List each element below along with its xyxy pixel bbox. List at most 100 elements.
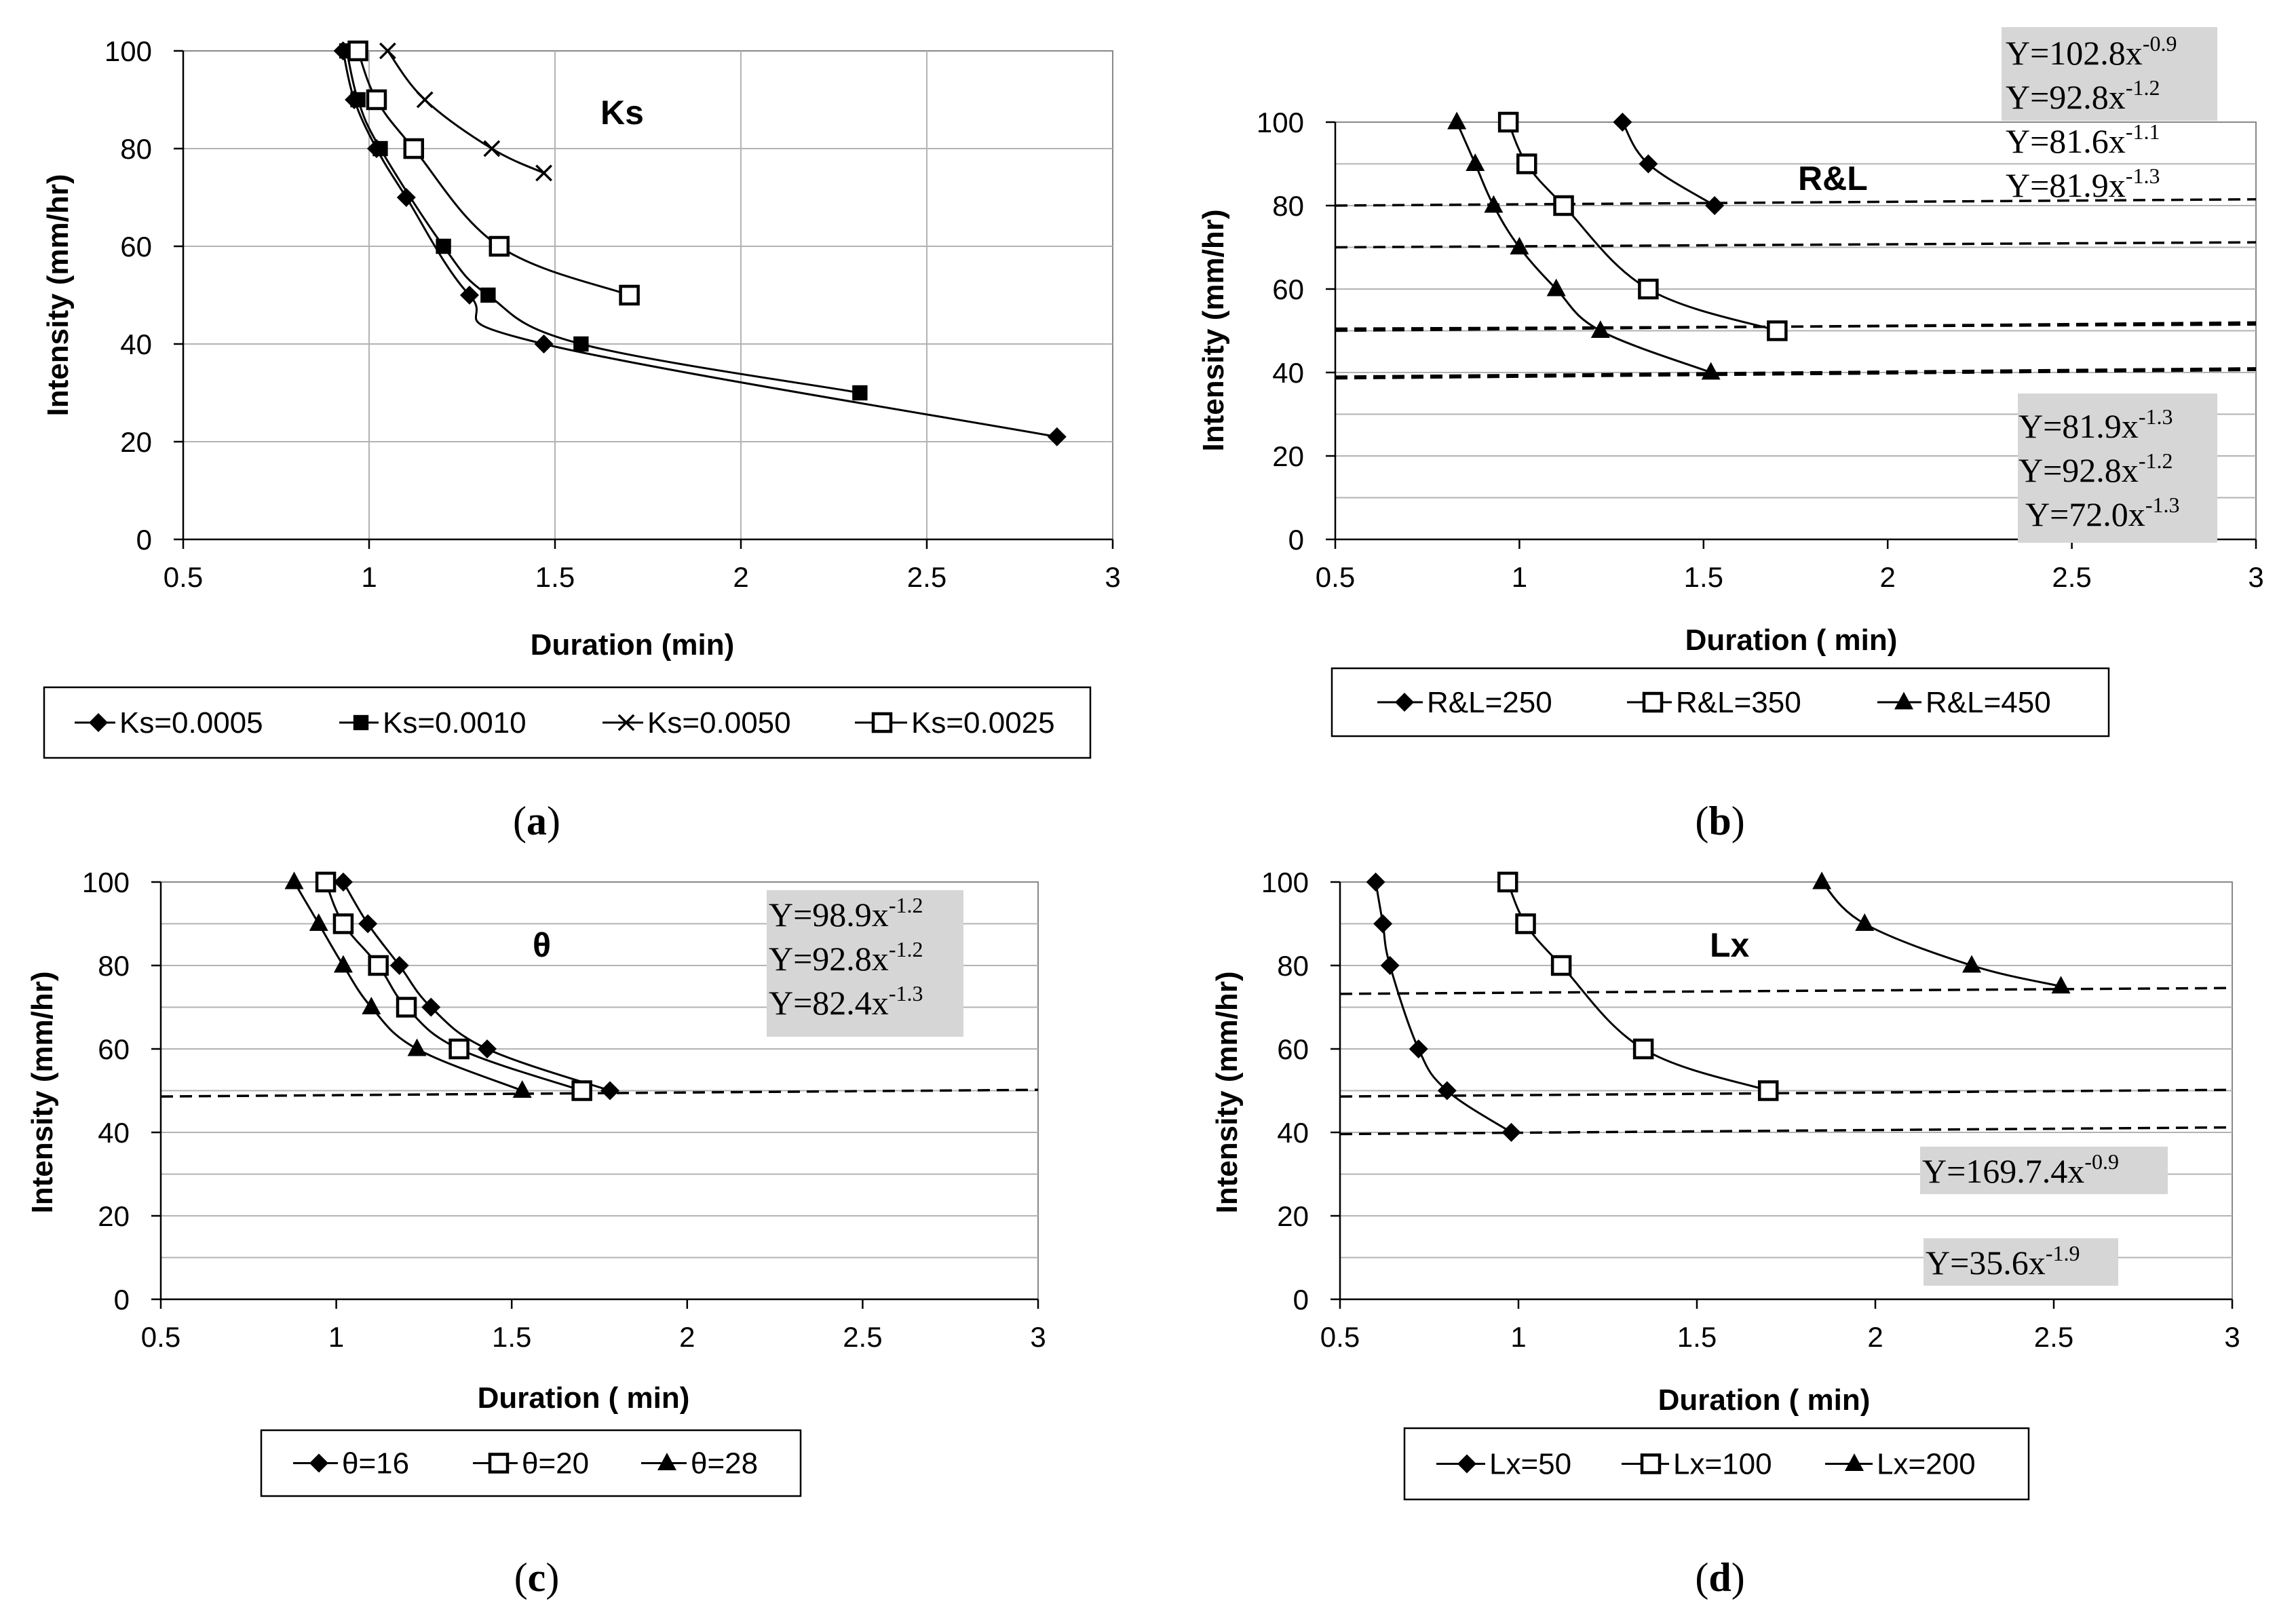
data-point [389, 956, 409, 975]
y-tick-label: 60 [1272, 273, 1304, 305]
data-point [366, 89, 387, 111]
x-axis-title: Duration ( min) [1658, 1383, 1871, 1417]
equation-label: Y=92.8x-1.2 [769, 937, 923, 978]
data-point [1466, 153, 1485, 171]
y-axis-title: Intensity (mm/hr) [1197, 210, 1230, 452]
legend-marker [1457, 1454, 1476, 1474]
x-axis-title: Duration ( min) [478, 1381, 690, 1415]
data-point [1757, 1080, 1779, 1101]
x-tick-label: 1.5 [535, 561, 575, 593]
y-tick-label: 80 [1272, 190, 1304, 222]
series-diamond [1613, 113, 1725, 215]
data-point [421, 997, 441, 1017]
y-tick-label: 100 [82, 866, 130, 898]
data-point [1484, 195, 1504, 213]
data-point [573, 336, 589, 352]
x-tick-label: 1.5 [1684, 561, 1723, 593]
equation-boxes: Y=102.8x-0.9Y=92.8x-1.2Y=81.6x-1.1Y=81.9… [2002, 27, 2217, 543]
data-point [379, 42, 396, 60]
x-tick-label: 2.5 [2052, 561, 2091, 593]
data-point [1546, 278, 1566, 296]
data-point [1767, 320, 1788, 341]
data-point [284, 871, 304, 889]
series-line [387, 50, 545, 174]
equation-label: Y=72.0x-1.3 [2025, 493, 2179, 533]
series-triangle [284, 871, 532, 1098]
legend-label: Ks=0.0050 [647, 706, 791, 740]
data-point [1047, 427, 1067, 446]
y-tick-label: 80 [120, 133, 152, 165]
legend-item: Ks=0.0025 [855, 706, 1055, 740]
legend: Ks=0.0005 Ks=0.0010 Ks=0.0050 Ks=0.0025 [43, 686, 1092, 759]
data-point [1855, 913, 1875, 931]
equation-label: Y=81.6x-1.1 [2006, 119, 2160, 160]
data-point [333, 955, 353, 973]
data-point [852, 385, 868, 401]
x-tick-label: 2 [1880, 561, 1896, 593]
y-tick-label: 0 [1293, 1284, 1309, 1316]
data-point [1812, 871, 1832, 889]
equation-label: Y=81.9x-1.3 [2006, 164, 2160, 204]
legend-item: R&L=350 [1627, 686, 1801, 719]
chart-title: θ [533, 926, 551, 964]
data-point [309, 913, 328, 931]
legend-label: Ks=0.0005 [119, 706, 263, 740]
data-point [1501, 1123, 1521, 1142]
data-point [368, 955, 389, 976]
legend-frame [43, 686, 1092, 759]
data-point [358, 914, 378, 934]
data-point [436, 238, 451, 254]
y-tick-label: 40 [1272, 357, 1304, 389]
series-square-open [1497, 871, 1779, 1101]
x-tick-label: 0.5 [164, 561, 203, 593]
data-point [619, 284, 640, 306]
dashed-reference-line [160, 1088, 1039, 1098]
legend-marker [617, 714, 635, 731]
equation-label: Y=98.9x-1.2 [769, 893, 923, 934]
legend-item: Ks=0.0005 [75, 706, 263, 740]
legend-label: R&L=350 [1676, 686, 1801, 719]
equation-box [2002, 27, 2217, 121]
data-point [483, 140, 501, 157]
data-point [1380, 956, 1400, 975]
x-tick-label: 2 [733, 561, 748, 593]
series-square-open [1497, 111, 1788, 341]
dashed-reference-line [1339, 1126, 2233, 1136]
equation-boxes: Y=169.7.4x-0.9 Y=35.6x-1.9 [1920, 1147, 2168, 1286]
data-point [1590, 320, 1610, 338]
y-tick-label: 80 [1277, 950, 1309, 982]
caption-letter: b [1708, 799, 1731, 843]
y-tick-label: 40 [1277, 1117, 1309, 1149]
y-tick-label: 100 [104, 35, 152, 67]
legend-label: Lx=100 [1673, 1448, 1772, 1481]
dashed-reference-line [1335, 367, 2257, 378]
legend-item: Ks=0.0050 [602, 706, 791, 740]
y-tick-label: 0 [1288, 524, 1304, 556]
legend-label: θ=28 [691, 1447, 758, 1480]
data-point [350, 92, 366, 108]
legend-item: θ=16 [293, 1447, 409, 1480]
equation-box [1920, 1147, 2168, 1194]
data-point [1639, 154, 1658, 174]
data-point [600, 1081, 620, 1100]
data-point [1497, 871, 1518, 893]
x-tick-label: 3 [1105, 561, 1120, 593]
data-point [571, 1080, 592, 1101]
data-point [1962, 955, 1982, 973]
x-tick-label: 1 [328, 1321, 344, 1353]
series-diamond [1366, 873, 1521, 1142]
legend-marker [309, 1453, 328, 1473]
series-line [345, 50, 860, 394]
y-tick-label: 0 [136, 524, 152, 556]
caption-letter: c [528, 1555, 546, 1600]
x-tick-label: 2 [1867, 1321, 1883, 1353]
data-point [1553, 195, 1574, 216]
equation-label: Y=92.8x-1.2 [2006, 75, 2160, 116]
panel-a: 0 20 40 60 80 100 0.5 1 1.5 2 2.5 3 Ks Duration (mi… [41, 35, 1121, 843]
legend-item: Ks=0.0010 [339, 706, 527, 740]
x-tick-label: 1 [1512, 561, 1527, 593]
chart-title: R&L [1798, 159, 1868, 197]
equation-boxes: Y=98.9x-1.2Y=92.8x-1.2Y=82.4x-1.3 [767, 890, 963, 1037]
